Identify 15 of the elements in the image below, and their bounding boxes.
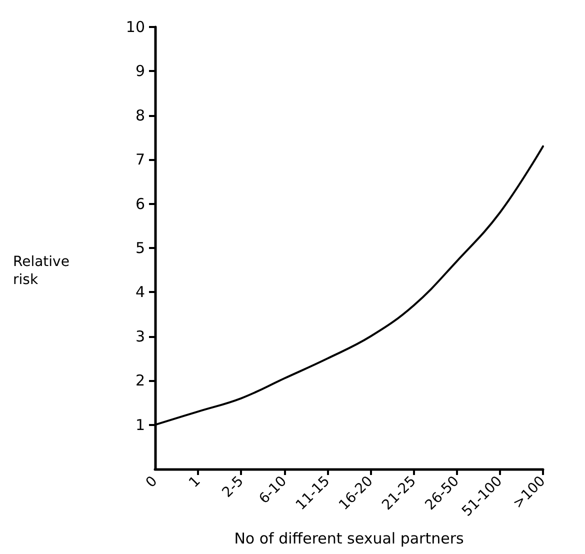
y-tick-label: 9 <box>135 62 145 80</box>
y-tick-label: 1 <box>135 416 145 434</box>
y-tick-label: 5 <box>135 239 145 257</box>
y-tick-label: 4 <box>135 283 145 302</box>
x-tick-label: 1 <box>186 473 204 491</box>
y-tick-label: 6 <box>135 194 145 213</box>
y-tick-label: 10 <box>126 18 145 36</box>
y-tick-label: 7 <box>135 150 145 169</box>
x-tick-label: 2-5 <box>219 473 247 501</box>
x-axis-title: No of different sexual partners <box>234 530 464 548</box>
y-tick-label: 2 <box>135 372 145 390</box>
y-axis-title: Relative risk <box>13 254 70 288</box>
x-tick-label: 0 <box>143 473 161 491</box>
y-tick-label: 3 <box>135 327 145 346</box>
y-tick-label: 8 <box>135 106 145 124</box>
